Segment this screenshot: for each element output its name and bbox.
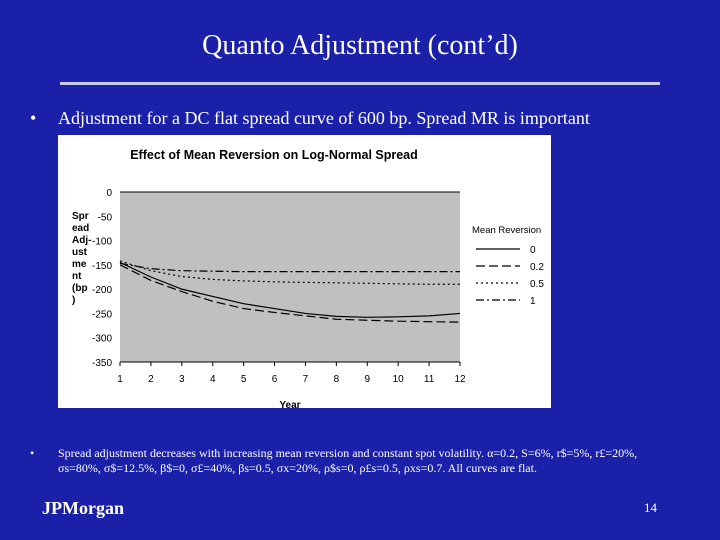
x-tick-label: 4 xyxy=(210,374,216,385)
y-axis-label-line: Spr xyxy=(72,211,89,222)
parameter-9: σx=20%, xyxy=(276,461,325,475)
parameter-2: r$=5%, xyxy=(556,446,596,460)
parameter-7: σ£=40%, xyxy=(191,461,239,475)
x-tick-label: 5 xyxy=(241,374,247,385)
series-line-1 xyxy=(119,262,460,273)
parameter-8: βs=0.5, xyxy=(238,461,277,475)
y-axis-label-line: ead xyxy=(72,223,89,234)
y-tick-label: -100 xyxy=(92,237,112,248)
x-tick-label: 12 xyxy=(454,374,466,385)
y-axis-label-line: ) xyxy=(72,295,75,306)
y-axis-label-line: nt xyxy=(72,271,82,282)
chart-title: Effect of Mean Reversion on Log-Normal S… xyxy=(130,148,418,162)
y-tick-label: -250 xyxy=(92,309,112,320)
parameter-10: ρ$s=0, xyxy=(324,461,360,475)
parameter-6: β$=0, xyxy=(160,461,192,475)
bullet-1: • Adjustment for a DC flat spread curve … xyxy=(30,108,590,129)
legend-label-1: 1 xyxy=(530,296,536,307)
title-divider xyxy=(60,82,660,85)
parameter-1: S=6%, xyxy=(521,446,557,460)
bullet-2-outro: All curves are flat. xyxy=(447,461,537,475)
bullet-marker: • xyxy=(30,108,37,128)
legend-label-0.2: 0.2 xyxy=(530,262,544,273)
x-tick-label: 1 xyxy=(117,374,123,385)
series-line-0.2 xyxy=(119,264,461,323)
parameter-3: r£=20%, xyxy=(595,446,638,460)
legend-box xyxy=(468,215,548,315)
series-line-0.5 xyxy=(119,260,460,285)
y-axis-label-line: Adj- xyxy=(72,235,91,246)
y-axis-label-line: (bp xyxy=(72,283,88,294)
parameter-4: σs=80%, xyxy=(58,461,104,475)
x-tick-label: 10 xyxy=(393,374,405,385)
legend-title: Mean Reversion xyxy=(472,225,541,236)
legend-label-0: 0 xyxy=(530,245,536,256)
y-tick-label: 0 xyxy=(106,188,112,199)
y-tick-label: -150 xyxy=(92,261,112,272)
mean-reversion-chart: Effect of Mean Reversion on Log-Normal S… xyxy=(72,148,548,411)
bullet-marker: • xyxy=(30,446,35,460)
y-tick-label: -350 xyxy=(92,358,112,369)
bullet-2-intro: Spread adjustment decreases with increas… xyxy=(58,446,485,460)
x-tick-label: 3 xyxy=(179,374,185,385)
x-tick-label: 7 xyxy=(303,374,309,385)
parameter-12: ρxs=0.7. xyxy=(403,461,448,475)
x-tick-label: 9 xyxy=(364,374,370,385)
legend-label-0.5: 0.5 xyxy=(530,279,544,290)
parameter-11: ρ£s=0.5, xyxy=(359,461,404,475)
bullet-1-text: Adjustment for a DC flat spread curve of… xyxy=(58,108,590,128)
parameter-list: α=0.2, S=6%, r$=5%, r£=20%, σs=80%, σ$=1… xyxy=(58,446,637,475)
x-tick-label: 2 xyxy=(148,374,154,385)
x-tick-label: 6 xyxy=(272,374,278,385)
y-axis-label-line: me xyxy=(72,259,87,270)
x-tick-label: 11 xyxy=(424,374,435,385)
plot-area xyxy=(120,192,460,362)
y-axis-label-line: ust xyxy=(72,247,88,258)
x-tick-label: 8 xyxy=(334,374,340,385)
y-tick-label: -50 xyxy=(98,212,113,223)
slide-title: Quanto Adjustment (cont’d) xyxy=(202,30,518,61)
parameter-5: σ$=12.5%, xyxy=(103,461,161,475)
x-axis-label: Year xyxy=(279,400,300,408)
page-number: 14 xyxy=(644,500,657,515)
series-line-0 xyxy=(119,261,461,318)
jpmorgan-logo: JPMorgan xyxy=(42,498,124,518)
y-tick-label: -200 xyxy=(92,285,112,296)
bullet-2-text: Spread adjustment decreases with increas… xyxy=(58,446,678,476)
bullet-2: • Spread adjustment decreases with incre… xyxy=(30,446,637,475)
chart-panel: Effect of Mean Reversion on Log-Normal S… xyxy=(58,135,551,411)
parameter-0: α=0.2, xyxy=(487,446,522,460)
y-tick-label: -300 xyxy=(92,334,112,345)
